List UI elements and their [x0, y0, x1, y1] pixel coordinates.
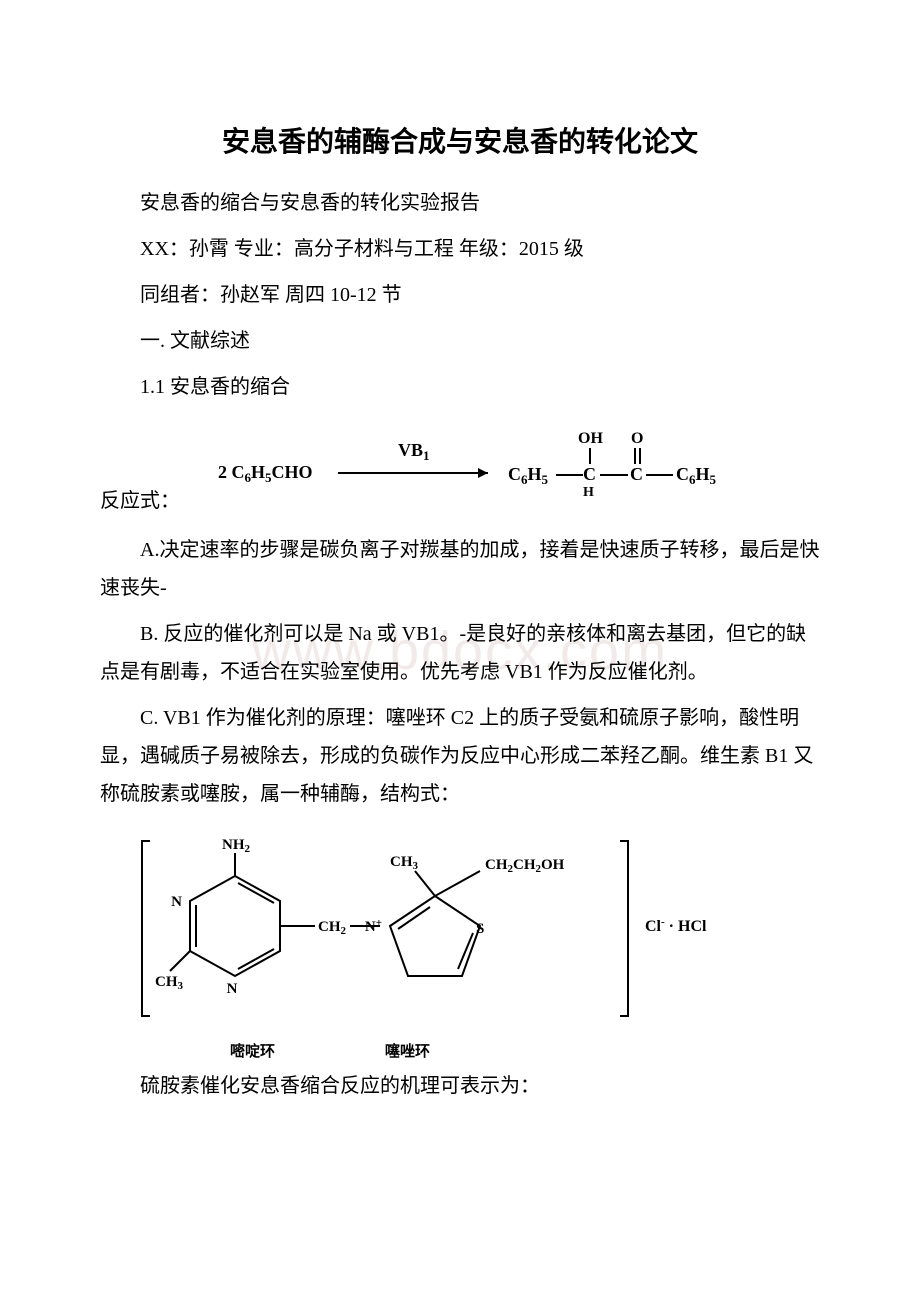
ring-labels: 嘧啶环 噻唑环 — [140, 1040, 820, 1061]
subtitle: 安息香的缩合与安息香的转化实验报告 — [100, 184, 820, 222]
reaction-diagram: 2 C6H5CHO VB1 C6H5 C H OH C O C6 — [188, 418, 748, 513]
paragraph-a: A.决定速率的步骤是碳负离子对羰基的加成，接着是快速质子转移，最后是快速丧失- — [100, 531, 820, 607]
product-left: C6H5 — [508, 464, 549, 487]
svg-text:Cl- · HCl: Cl- · HCl — [645, 916, 707, 935]
vb1-structure: N N CH3 NH2 CH2 N+ — [140, 821, 820, 1061]
catalyst-text: VB1 — [398, 440, 430, 463]
svg-text:N: N — [227, 981, 238, 997]
svg-text:NH2: NH2 — [222, 837, 251, 855]
svg-text:O: O — [631, 430, 643, 447]
svg-text:CH2CH2OH: CH2CH2OH — [485, 857, 565, 875]
group-line: 同组者：孙赵军 周四 10-12 节 — [100, 276, 820, 314]
svg-text:OH: OH — [578, 430, 603, 447]
paragraph-b: B. 反应的催化剂可以是 Na 或 VB1。-是良好的亲核体和离去基团，但它的缺… — [100, 615, 820, 691]
svg-text:CH2: CH2 — [318, 919, 347, 937]
svg-text:N: N — [171, 894, 182, 910]
svg-text:CH3: CH3 — [390, 854, 419, 872]
paragraph-last: 硫胺素催化安息香缩合反应的机理可表示为： — [100, 1067, 820, 1105]
svg-text:H: H — [583, 485, 594, 500]
reaction-prefix: 反应式： — [100, 484, 180, 513]
page-title: 安息香的辅酶合成与安息香的转化论文 — [100, 120, 820, 160]
reaction-equation: 反应式： 2 C6H5CHO VB1 C6H5 C H OH C — [100, 418, 820, 513]
reactant-text: 2 C6H5CHO — [218, 462, 313, 485]
section-1-1: 1.1 安息香的缩合 — [100, 368, 820, 406]
author-line: XX：孙霄 专业：高分子材料与工程 年级：2015 级 — [100, 230, 820, 268]
section-1: 一. 文献综述 — [100, 322, 820, 360]
ring-label-pyrimidine: 嘧啶环 — [230, 1040, 275, 1061]
svg-text:S: S — [476, 921, 484, 937]
paragraph-c: C. VB1 作为催化剂的原理：噻唑环 C2 上的质子受氨和硫原子影响，酸性明显… — [100, 699, 820, 813]
svg-text:C6H5: C6H5 — [676, 464, 717, 487]
svg-text:N+: N+ — [365, 917, 382, 935]
ring-label-thiazole: 噻唑环 — [385, 1040, 430, 1061]
svg-text:CH3: CH3 — [155, 974, 184, 992]
svg-text:C: C — [630, 464, 643, 484]
svg-text:C: C — [583, 464, 596, 484]
document-body: 安息香的辅酶合成与安息香的转化论文 安息香的缩合与安息香的转化实验报告 XX：孙… — [100, 120, 820, 1105]
